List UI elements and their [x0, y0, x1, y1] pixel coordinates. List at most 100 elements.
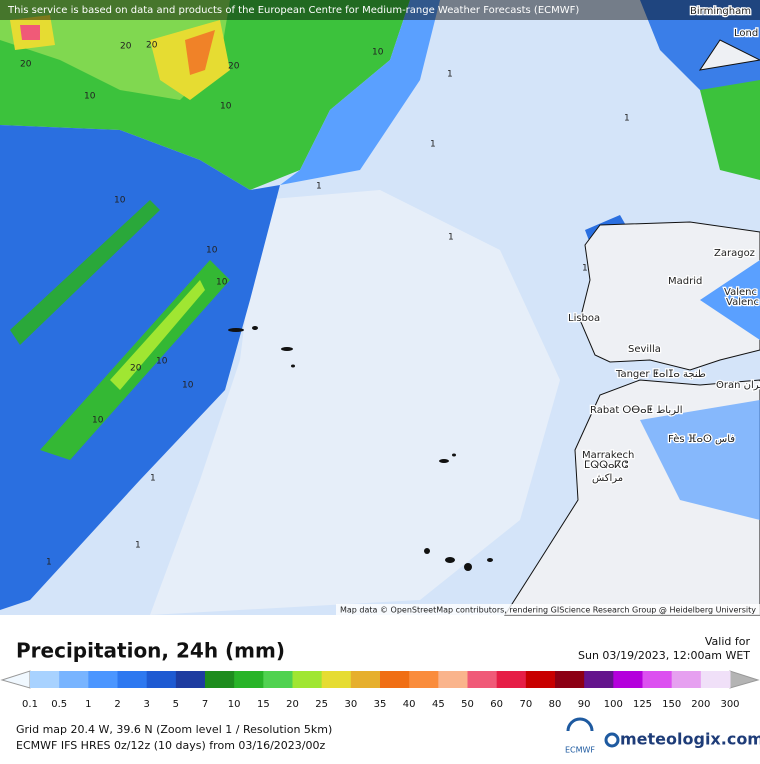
city-label: Tanger ⵟⴰⵏⵊⴰ طنجة	[615, 369, 706, 380]
color-swatch	[59, 671, 89, 688]
color-swatch	[525, 671, 556, 688]
contour-label: 20	[130, 364, 142, 374]
attribution: Map data © OpenStreetMap contributors, r…	[340, 606, 756, 615]
legend-level: 200	[691, 699, 710, 710]
legend-level: 3	[143, 699, 149, 710]
color-swatch	[380, 671, 410, 688]
contour-label: 1	[316, 182, 322, 192]
legend-level: 50	[461, 699, 474, 710]
color-swatch	[438, 671, 468, 688]
color-swatch	[117, 671, 148, 688]
city-label: Valenc	[726, 297, 759, 308]
map: This service is based on data and produc…	[0, 0, 760, 616]
legend-level: 10	[228, 699, 241, 710]
legend-level: 20	[286, 699, 299, 710]
color-swatch	[205, 671, 235, 688]
contour-label: 1	[46, 558, 52, 568]
contour-label: 1	[135, 541, 141, 551]
color-swatch	[234, 671, 264, 688]
legend-level: 0.5	[51, 699, 67, 710]
grid-info: Grid map 20.4 W, 39.6 N (Zoom level 1 / …	[16, 723, 332, 736]
contour-label: 10	[92, 416, 104, 426]
contour-label: 1	[430, 140, 436, 150]
color-swatch	[700, 671, 731, 688]
color-swatch	[584, 671, 614, 688]
city-label: Lisboa	[568, 313, 600, 324]
legend-level: 90	[578, 699, 591, 710]
color-swatch	[409, 671, 439, 688]
city-label: Madrid	[668, 276, 702, 287]
legend-level: 45	[432, 699, 445, 710]
contour-label: 1	[448, 233, 454, 243]
valid-time: Sun 03/19/2023, 12:00am WET	[578, 649, 750, 662]
legend-level: 40	[403, 699, 416, 710]
legend-level: 35	[374, 699, 387, 710]
color-swatch	[263, 671, 293, 688]
legend-level: 100	[604, 699, 623, 710]
city-label: Valenc	[724, 287, 757, 298]
color-swatch	[146, 671, 177, 688]
contour-label: 10	[156, 357, 168, 367]
legend-title: Precipitation, 24h (mm)	[16, 639, 285, 663]
contour-label: 10	[206, 246, 218, 256]
footer: Grid map 20.4 W, 39.6 N (Zoom level 1 / …	[16, 717, 760, 755]
contour-label: 10	[216, 278, 228, 288]
legend-level: 70	[519, 699, 532, 710]
contour-label: 10	[182, 381, 194, 391]
contour-label: 10	[372, 48, 384, 58]
legend-level: 5	[173, 699, 179, 710]
color-swatch	[350, 671, 381, 688]
city-label: Rabat ⵔⴱⴰⵟ الرباط	[590, 405, 682, 416]
color-swatch	[642, 671, 673, 688]
contour-label: 20	[146, 41, 158, 51]
city-label: Zaragoz	[714, 248, 755, 259]
color-swatch	[30, 671, 60, 688]
city-label: Oran وهران	[716, 380, 760, 391]
city-label: Birmingham	[690, 6, 751, 17]
ecmwf-logo: ECMWF	[565, 746, 595, 755]
color-swatch	[467, 671, 498, 688]
color-swatch	[175, 671, 206, 688]
legend-level: 7	[202, 699, 208, 710]
model-info: ECMWF IFS HRES 0z/12z (10 days) from 03/…	[16, 739, 326, 752]
contour-label: 10	[84, 92, 96, 102]
brand[interactable]: meteologix.com	[620, 730, 760, 749]
color-swatch	[88, 671, 118, 688]
legend-level: 300	[720, 699, 739, 710]
color-swatch	[292, 671, 323, 688]
contour-label: 20	[228, 62, 240, 72]
color-swatch	[671, 671, 702, 688]
color-swatch	[555, 671, 585, 688]
legend-level: 0.1	[22, 699, 38, 710]
city-label: Lond	[734, 28, 758, 39]
legend-level: 60	[490, 699, 503, 710]
notice: This service is based on data and produc…	[7, 5, 579, 16]
legend-level: 125	[633, 699, 652, 710]
valid-label: Valid for	[705, 635, 751, 648]
city-label: ⵎⵕⵕⴰⴽⵛ	[584, 460, 628, 471]
legend-level: 30	[344, 699, 357, 710]
color-swatch	[613, 671, 643, 688]
contour-label: 20	[120, 42, 132, 52]
legend-level: 80	[549, 699, 562, 710]
contour-label: 1	[150, 474, 156, 484]
color-swatch	[321, 671, 352, 688]
city-label: Marrakech	[582, 450, 634, 461]
contour-label: 10	[220, 102, 232, 112]
legend-level: 1	[85, 699, 91, 710]
city-label: مراكش	[592, 473, 623, 484]
contour-label: 1	[447, 70, 453, 80]
legend-level: 25	[315, 699, 328, 710]
contour-label: 1	[582, 264, 588, 274]
contour-label: 10	[114, 196, 126, 206]
color-swatch	[496, 671, 527, 688]
contour-label: 1	[624, 114, 630, 124]
legend-level: 2	[114, 699, 120, 710]
legend-level: 15	[257, 699, 270, 710]
contour-label: 20	[20, 60, 32, 70]
legend: Precipitation, 24h (mm) Valid for Sun 03…	[0, 635, 760, 710]
city-label: Sevilla	[628, 344, 661, 355]
city-label: Fès ⴼⴰⵙ فاس	[668, 433, 735, 445]
legend-level: 150	[662, 699, 681, 710]
